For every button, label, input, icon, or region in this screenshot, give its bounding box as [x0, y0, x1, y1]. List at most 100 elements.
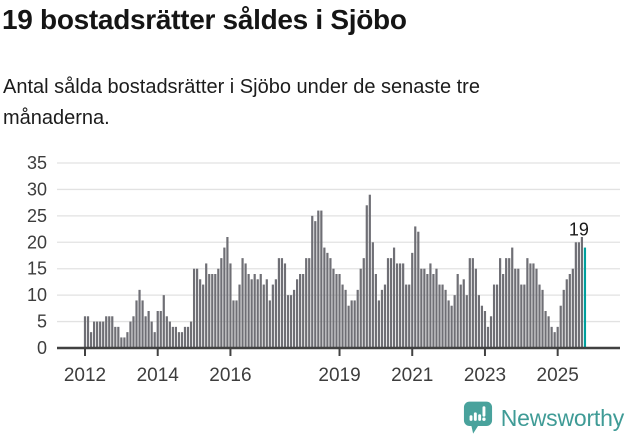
- bar: [532, 263, 535, 348]
- bar: [83, 316, 87, 348]
- bar: [405, 284, 408, 348]
- bar: [150, 321, 153, 348]
- logo-mini-bars: [469, 406, 486, 421]
- bar: [483, 311, 487, 348]
- y-tick-label: 20: [27, 232, 47, 252]
- bar: [338, 274, 341, 348]
- bar: [162, 295, 165, 348]
- bar: [456, 274, 459, 348]
- x-tick-label: 2016: [209, 365, 251, 386]
- bar: [299, 274, 302, 348]
- y-tick-label: 25: [27, 206, 47, 226]
- bar: [171, 326, 174, 348]
- bar: [132, 316, 135, 348]
- y-tick-label: 10: [27, 285, 47, 305]
- bar: [371, 242, 374, 348]
- bar: [129, 321, 132, 348]
- bar: [447, 300, 450, 348]
- bar: [102, 321, 105, 348]
- bar: [426, 274, 429, 348]
- bar: [365, 205, 368, 348]
- bar: [417, 231, 420, 348]
- bar: [489, 316, 493, 348]
- bar: [486, 326, 490, 348]
- bar: [553, 332, 556, 348]
- bar: [117, 326, 120, 348]
- bar: [174, 326, 177, 348]
- bar: [196, 268, 199, 348]
- bar: [192, 268, 196, 348]
- bar: [383, 284, 387, 348]
- bar: [335, 274, 338, 348]
- bar: [368, 194, 371, 348]
- bar: [374, 274, 377, 348]
- bar: [505, 258, 508, 348]
- bar: [89, 332, 93, 348]
- bar: [223, 247, 226, 348]
- bar: [277, 258, 281, 348]
- newsworthy-logo-icon: [463, 401, 492, 434]
- bar: [499, 258, 502, 348]
- bar: [377, 300, 381, 348]
- bar: [535, 268, 538, 348]
- bar: [253, 274, 256, 348]
- bar: [256, 279, 259, 348]
- y-tick-label: 0: [37, 338, 47, 358]
- bar: [283, 263, 287, 348]
- chart-subtitle: Antal sålda bostadsrätter i Sjöbo under …: [3, 76, 480, 129]
- bar: [465, 295, 468, 348]
- bar: [550, 326, 553, 348]
- bar: [474, 268, 477, 348]
- bar: [289, 295, 293, 348]
- bar: [244, 263, 247, 348]
- bar: [250, 279, 253, 348]
- bar: [574, 242, 577, 348]
- bar: [123, 337, 126, 348]
- bar: [520, 284, 523, 348]
- bar: [517, 268, 520, 348]
- bar: [126, 332, 129, 348]
- bar: [265, 279, 268, 348]
- bar: [274, 279, 277, 348]
- bar: [144, 316, 147, 348]
- bar: [468, 258, 471, 348]
- bar: [259, 274, 262, 348]
- bar: [523, 284, 526, 348]
- bar: [399, 263, 402, 348]
- bar: [562, 289, 565, 348]
- bar: [395, 263, 399, 348]
- bar: [423, 268, 426, 348]
- bar: [238, 284, 241, 348]
- x-tick-label: 2021: [391, 365, 433, 386]
- bar: [268, 300, 271, 348]
- bar: [386, 258, 390, 348]
- bar: [180, 332, 184, 348]
- bar: [105, 316, 108, 348]
- y-axis-labels: 0 5 10 15 20 25 30 35: [27, 153, 47, 358]
- bar: [556, 326, 559, 348]
- bar: [271, 284, 274, 348]
- bar: [320, 210, 323, 348]
- bar: [314, 221, 317, 348]
- bar: [380, 289, 384, 348]
- y-tick-label: 5: [37, 312, 47, 332]
- bar: [317, 210, 320, 348]
- bar: [217, 268, 220, 348]
- bar: [514, 268, 517, 348]
- bar: [108, 316, 111, 348]
- chart-title: 19 bostadsrätter såldes i Sjöbo: [2, 4, 407, 35]
- bar: [311, 215, 314, 348]
- bar: [420, 268, 423, 348]
- bar: [438, 284, 441, 348]
- bar: [392, 247, 396, 348]
- bar: [332, 268, 335, 348]
- bar: [453, 295, 456, 348]
- bar: [344, 289, 347, 348]
- bar: [565, 279, 568, 348]
- bar: [508, 258, 511, 348]
- bar: [189, 321, 193, 348]
- bar: [96, 321, 99, 348]
- bar: [229, 263, 232, 348]
- bar: [111, 316, 114, 348]
- bar: [526, 258, 529, 348]
